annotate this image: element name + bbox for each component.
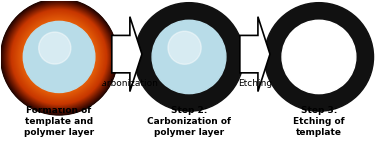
Ellipse shape xyxy=(14,13,104,101)
Polygon shape xyxy=(240,17,270,92)
Ellipse shape xyxy=(168,31,201,64)
Ellipse shape xyxy=(20,18,98,96)
Ellipse shape xyxy=(9,7,109,107)
Ellipse shape xyxy=(23,21,95,92)
Ellipse shape xyxy=(1,0,118,115)
Ellipse shape xyxy=(15,13,103,101)
Ellipse shape xyxy=(19,17,99,97)
Ellipse shape xyxy=(16,14,102,100)
Ellipse shape xyxy=(18,16,100,98)
Ellipse shape xyxy=(12,11,105,103)
Ellipse shape xyxy=(21,19,98,95)
Ellipse shape xyxy=(11,9,107,105)
Ellipse shape xyxy=(39,32,71,64)
Ellipse shape xyxy=(7,5,111,108)
Text: Step 1:
Formation of
template and
polymer layer: Step 1: Formation of template and polyme… xyxy=(24,95,94,137)
Ellipse shape xyxy=(22,19,97,94)
Ellipse shape xyxy=(12,10,106,104)
Ellipse shape xyxy=(19,17,99,97)
Ellipse shape xyxy=(17,15,101,99)
Ellipse shape xyxy=(4,2,115,112)
Ellipse shape xyxy=(9,7,109,107)
Text: Step 2:
Carbonization of
polymer layer: Step 2: Carbonization of polymer layer xyxy=(147,106,231,137)
Ellipse shape xyxy=(3,2,115,112)
Ellipse shape xyxy=(8,6,110,108)
Ellipse shape xyxy=(23,21,95,92)
Ellipse shape xyxy=(6,4,112,110)
Ellipse shape xyxy=(15,13,103,101)
Ellipse shape xyxy=(264,3,373,111)
Ellipse shape xyxy=(5,3,113,111)
Ellipse shape xyxy=(17,16,101,98)
Ellipse shape xyxy=(20,18,98,96)
Ellipse shape xyxy=(21,19,97,95)
Ellipse shape xyxy=(23,21,96,93)
Ellipse shape xyxy=(13,12,105,102)
Ellipse shape xyxy=(5,3,114,111)
Ellipse shape xyxy=(2,0,116,113)
Ellipse shape xyxy=(4,2,114,111)
Text: Etching: Etching xyxy=(238,79,272,88)
Ellipse shape xyxy=(282,20,356,94)
Ellipse shape xyxy=(14,12,104,102)
Ellipse shape xyxy=(2,0,116,114)
Ellipse shape xyxy=(15,14,102,100)
Text: Step 3:
Etching of
template: Step 3: Etching of template xyxy=(293,106,345,137)
Ellipse shape xyxy=(6,4,113,110)
Ellipse shape xyxy=(3,1,116,113)
Ellipse shape xyxy=(1,0,117,115)
Ellipse shape xyxy=(23,21,95,93)
Ellipse shape xyxy=(152,20,226,94)
Polygon shape xyxy=(112,17,142,92)
Ellipse shape xyxy=(12,10,106,104)
Ellipse shape xyxy=(13,11,105,103)
Ellipse shape xyxy=(22,20,96,94)
Ellipse shape xyxy=(11,9,107,105)
Ellipse shape xyxy=(17,15,101,99)
Ellipse shape xyxy=(3,1,115,113)
Ellipse shape xyxy=(16,14,102,99)
Ellipse shape xyxy=(10,8,108,106)
Ellipse shape xyxy=(10,8,108,106)
Ellipse shape xyxy=(2,0,117,114)
Ellipse shape xyxy=(6,5,112,109)
Ellipse shape xyxy=(11,10,107,104)
Ellipse shape xyxy=(8,6,110,108)
Ellipse shape xyxy=(14,12,104,102)
Text: Carbonization: Carbonization xyxy=(95,79,158,88)
Ellipse shape xyxy=(9,8,108,106)
Ellipse shape xyxy=(19,18,99,96)
Ellipse shape xyxy=(135,3,243,111)
Ellipse shape xyxy=(22,20,96,94)
Ellipse shape xyxy=(18,16,100,97)
Ellipse shape xyxy=(8,7,110,107)
Ellipse shape xyxy=(7,5,111,109)
Ellipse shape xyxy=(5,4,113,110)
